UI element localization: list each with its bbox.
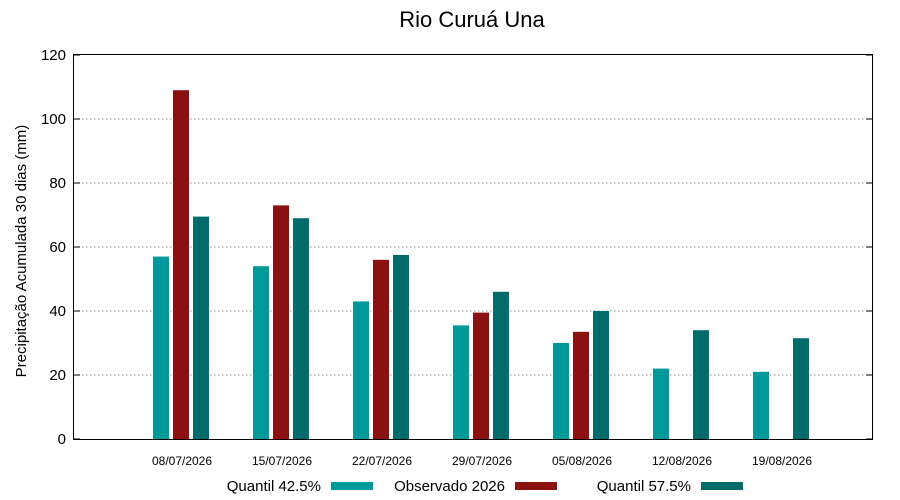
x-tick-label: 19/08/2026	[752, 454, 812, 468]
plot-frame	[73, 54, 873, 440]
legend-label: Quantil 57.5%	[597, 478, 691, 495]
bar-quantil-42-5--3	[453, 325, 469, 439]
bar-observado-2026-3	[473, 312, 489, 439]
x-tick-label: 22/07/2026	[352, 454, 412, 468]
bar-observado-2026-1	[273, 205, 289, 439]
legend: Quantil 42.5% Observado 2026 Quantil 57.5%	[227, 478, 743, 495]
y-axis-ticks: 0 20 40 60 80 100 120	[41, 47, 872, 448]
bar-quantil-42-5--4	[553, 343, 569, 439]
legend-swatch	[701, 482, 743, 490]
legend-swatch	[331, 482, 373, 490]
bar-observado-2026-2	[373, 259, 389, 439]
chart-title: Rio Curuá Una	[399, 7, 545, 32]
y-tick-label: 120	[41, 47, 66, 64]
bar-quantil-57-5--4	[593, 311, 609, 439]
x-tick-label: 05/08/2026	[552, 454, 612, 468]
bar-observado-2026-4	[573, 331, 589, 439]
bars	[153, 90, 809, 439]
x-tick-label: 29/07/2026	[452, 454, 512, 468]
bar-quantil-57-5--0	[193, 216, 209, 439]
bar-quantil-57-5--2	[393, 255, 409, 439]
bar-quantil-57-5--5	[693, 330, 709, 439]
y-axis-label: Precipitação Acumulada 30 dias (mm)	[13, 125, 30, 378]
bar-quantil-57-5--3	[493, 291, 509, 439]
legend-label: Quantil 42.5%	[227, 478, 321, 495]
bar-quantil-42-5--1	[253, 266, 269, 439]
bar-observado-2026-0	[173, 90, 189, 439]
y-tick-label: 60	[49, 239, 66, 256]
legend-label: Observado 2026	[394, 478, 505, 495]
x-tick-label: 08/07/2026	[152, 454, 212, 468]
y-tick-label: 40	[49, 303, 66, 320]
y-tick-label: 80	[49, 175, 66, 192]
bar-quantil-42-5--2	[353, 301, 369, 439]
bar-quantil-42-5--6	[753, 371, 769, 439]
y-tick-label: 100	[41, 111, 66, 128]
bar-quantil-57-5--1	[293, 218, 309, 439]
bar-quantil-57-5--6	[793, 338, 809, 439]
x-tick-label: 15/07/2026	[252, 454, 312, 468]
bar-quantil-42-5--5	[653, 368, 669, 439]
x-tick-label: 12/08/2026	[652, 454, 712, 468]
y-tick-label: 20	[49, 367, 66, 384]
x-axis-ticks: 08/07/2026 15/07/2026 22/07/2026 29/07/2026…	[152, 454, 812, 468]
legend-swatch	[515, 482, 557, 490]
bar-quantil-42-5--0	[153, 256, 169, 439]
y-tick-label: 0	[58, 431, 66, 448]
